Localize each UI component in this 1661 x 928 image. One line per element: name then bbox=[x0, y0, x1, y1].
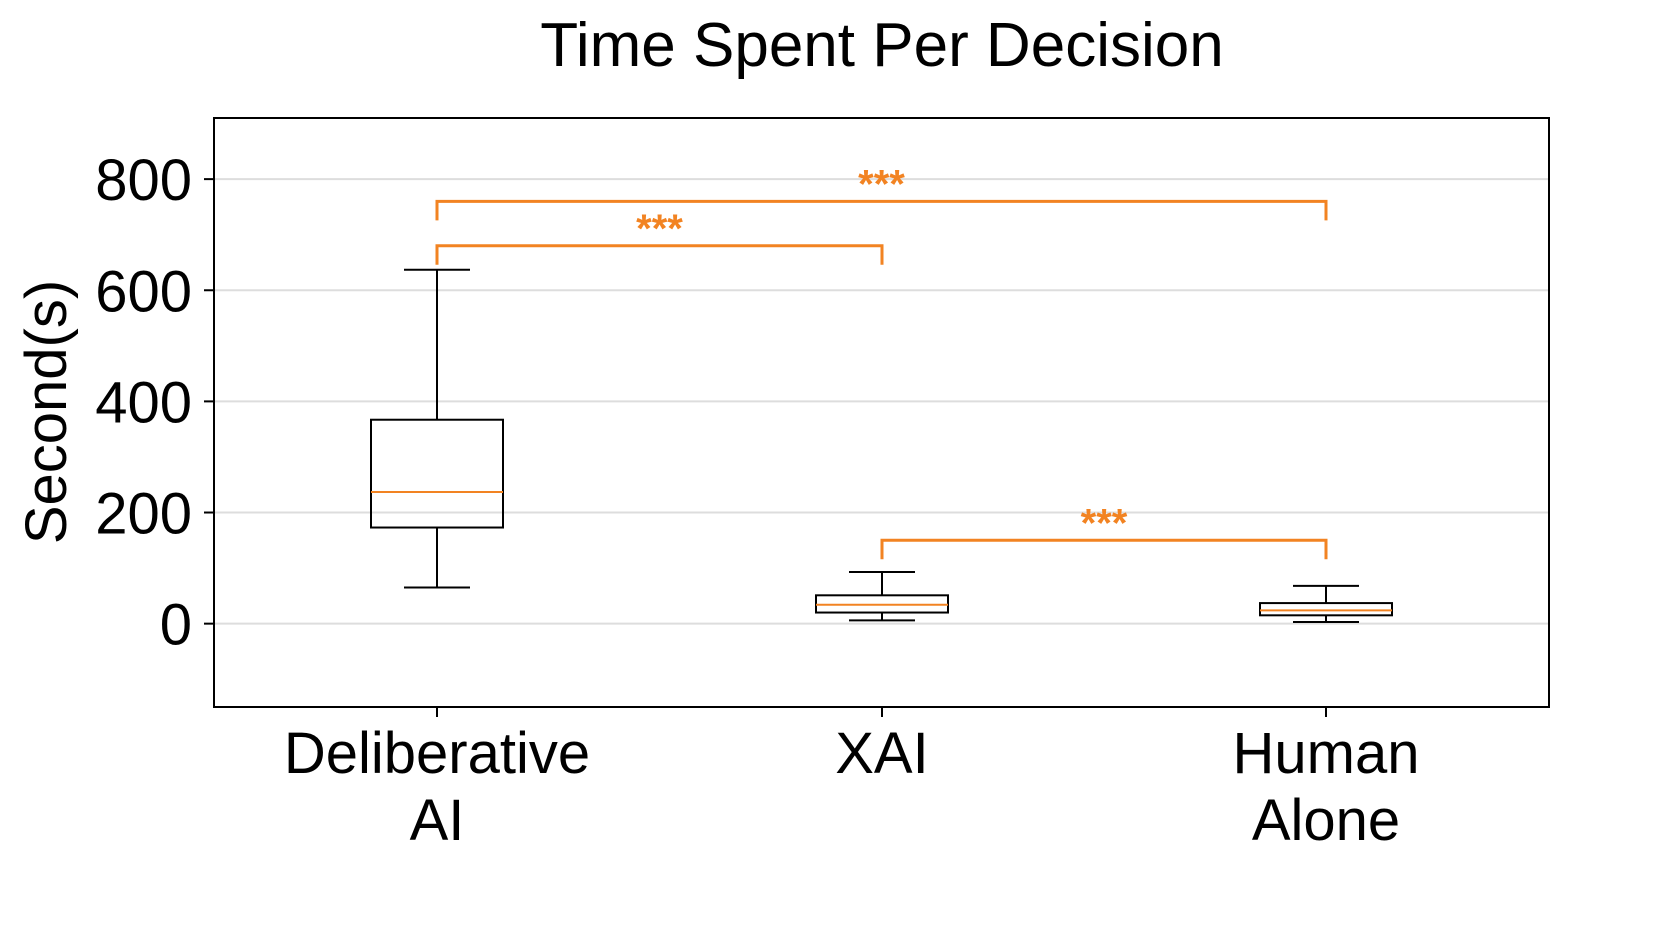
significance-label: *** bbox=[1081, 501, 1128, 545]
box bbox=[370, 418, 504, 529]
y-tick-label: 600 bbox=[95, 259, 192, 324]
y-axis-label: Second(s) bbox=[14, 280, 79, 544]
x-tick-label: Human bbox=[1233, 721, 1420, 786]
significance-bracket bbox=[435, 244, 884, 265]
significance-label: *** bbox=[858, 162, 905, 206]
y-tick-label: 200 bbox=[95, 482, 192, 547]
box bbox=[1259, 602, 1393, 617]
significance-bracket bbox=[880, 538, 1328, 560]
x-tick-label: Alone bbox=[1252, 788, 1400, 853]
y-tick-label: 800 bbox=[95, 148, 192, 213]
significance-bracket bbox=[435, 199, 1328, 221]
x-tick-label: XAI bbox=[835, 721, 929, 786]
y-tick-label: 0 bbox=[160, 593, 192, 658]
x-tick-label: AI bbox=[410, 788, 465, 853]
chart-title: Time Spent Per Decision bbox=[540, 11, 1223, 80]
x-tick-label: Deliberative bbox=[284, 721, 590, 786]
y-tick-label: 400 bbox=[95, 370, 192, 435]
significance-label: *** bbox=[636, 207, 683, 251]
